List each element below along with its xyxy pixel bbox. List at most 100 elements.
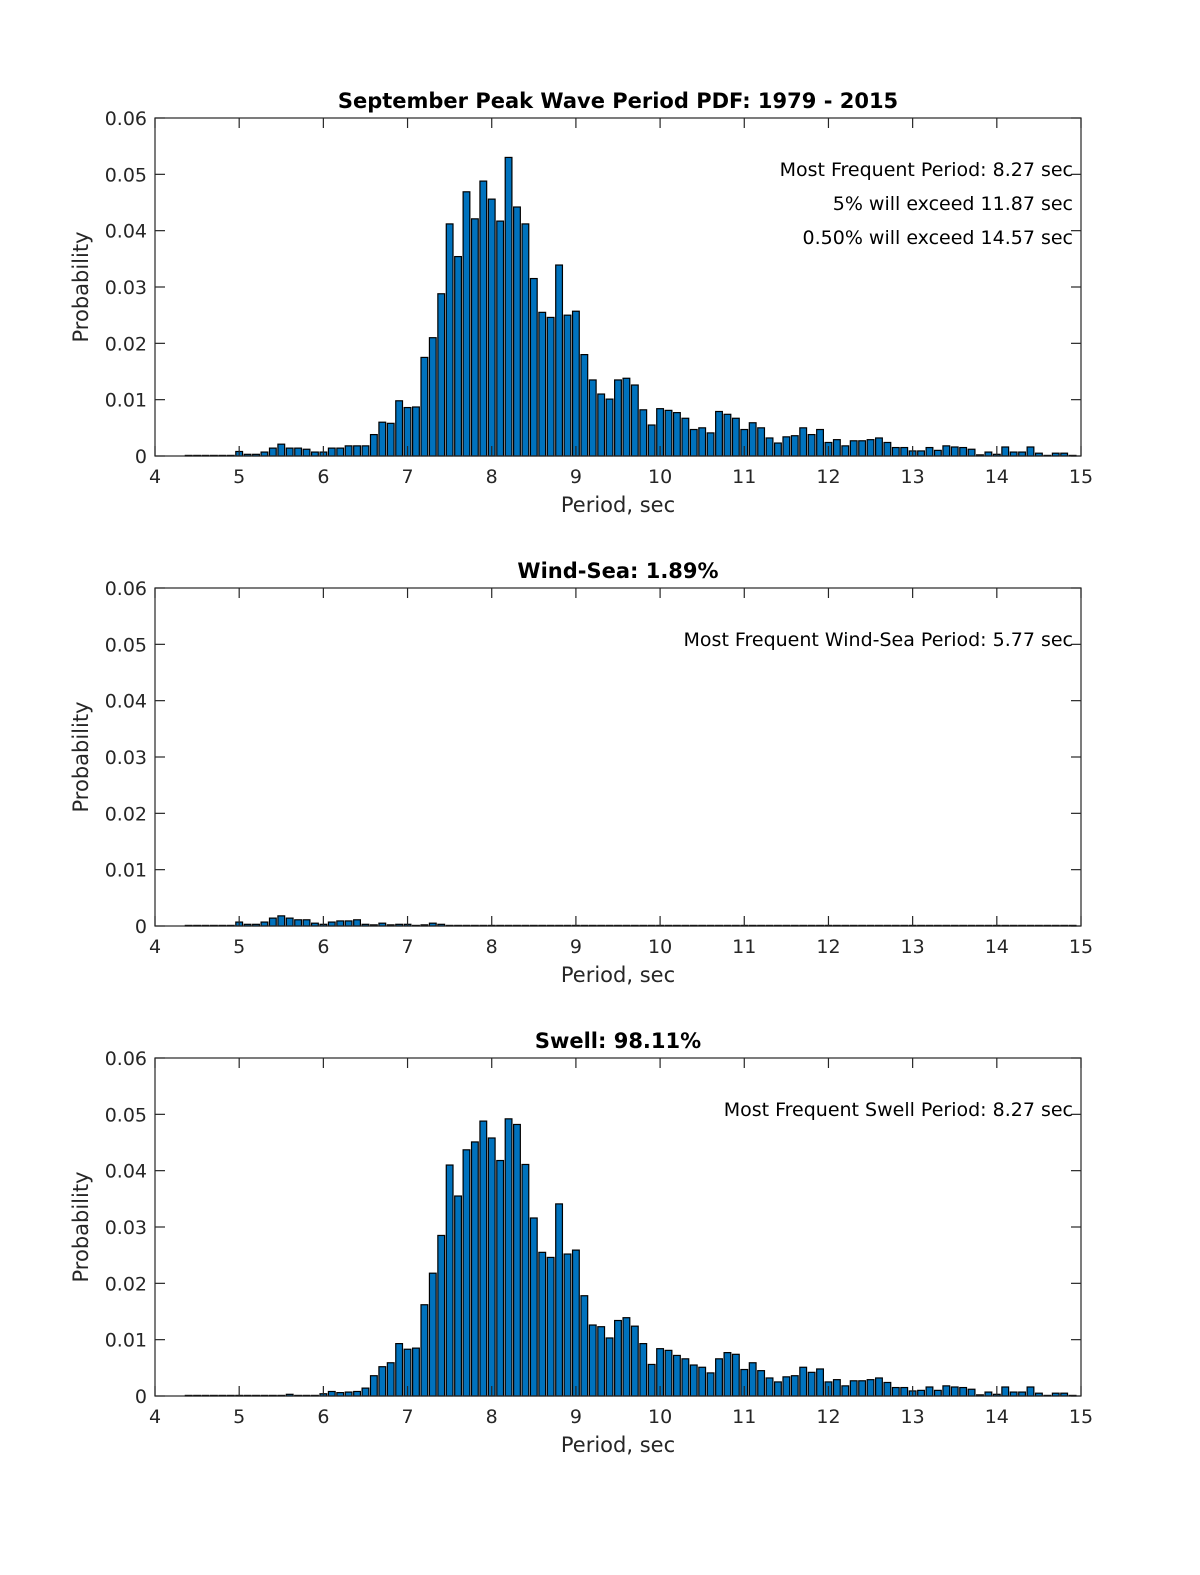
annotation-most-frequent-wind-sea: Most Frequent Wind-Sea Period: 5.77 sec	[684, 629, 1073, 651]
bar	[706, 432, 715, 457]
x-tick-label: 11	[732, 936, 756, 958]
x-tick-label: 5	[233, 466, 245, 488]
bar	[496, 1159, 505, 1397]
bar	[597, 393, 606, 457]
bar	[479, 1120, 488, 1397]
x-tick-label: 9	[570, 936, 582, 958]
x-tick-label: 12	[816, 466, 840, 488]
bar	[748, 1362, 757, 1397]
bar	[664, 1349, 673, 1397]
x-axis-ticks: 4 5 6 7 8 9 10 11 12 13 14 15	[149, 118, 1093, 488]
x-tick-label: 5	[233, 936, 245, 958]
bar	[639, 1343, 648, 1397]
bar	[841, 1385, 850, 1397]
bar	[841, 445, 850, 457]
bar	[428, 1272, 437, 1397]
bar	[504, 156, 513, 457]
bar	[428, 337, 437, 457]
bar	[546, 1256, 555, 1397]
bar	[933, 1389, 942, 1397]
bar	[765, 1377, 774, 1397]
annotation-most-frequent-swell: Most Frequent Swell Period: 8.27 sec	[724, 1099, 1073, 1121]
bar	[344, 920, 353, 927]
x-tick-label: 11	[732, 1406, 756, 1428]
panel-swell: Swell: 98.11% 4 5 6 7 8 9 10 11 12 13 14 15 0 0.01 0.…	[69, 1029, 1093, 1457]
bar	[622, 377, 631, 457]
bar	[605, 398, 614, 457]
bar	[1001, 446, 1010, 457]
bar	[454, 1195, 463, 1397]
bar	[799, 427, 808, 457]
bar	[386, 1362, 395, 1397]
y-tick-label: 0.04	[105, 1161, 147, 1183]
bar	[723, 413, 732, 457]
bar	[487, 1137, 496, 1397]
bar	[571, 310, 580, 457]
bar	[336, 447, 345, 457]
bar	[563, 1253, 572, 1397]
bar	[378, 1366, 387, 1397]
bar	[866, 439, 875, 457]
bar	[588, 1324, 597, 1397]
bar	[925, 1386, 934, 1397]
bar	[883, 1381, 892, 1397]
x-tick-label: 15	[1069, 466, 1093, 488]
bar	[816, 428, 824, 457]
bar	[942, 1385, 951, 1397]
x-tick-label: 6	[317, 466, 329, 488]
bar	[715, 1358, 723, 1397]
bar	[268, 917, 277, 927]
bar	[487, 198, 496, 457]
x-tick-label: 6	[317, 1406, 329, 1428]
bar	[555, 1203, 564, 1397]
y-axis-ticks: 0 0.01 0.02 0.03 0.04 0.05 0.06	[105, 108, 1081, 468]
bar	[285, 917, 294, 927]
bar	[832, 439, 841, 457]
bar	[925, 446, 934, 457]
bar	[529, 277, 538, 457]
bar	[571, 1249, 580, 1397]
bar	[513, 206, 521, 457]
bar	[773, 1381, 782, 1397]
bar	[807, 1371, 816, 1397]
bar	[580, 1295, 589, 1397]
bar	[353, 919, 362, 927]
x-axis-label: Period, sec	[561, 493, 675, 517]
bar	[327, 1390, 336, 1397]
bar	[344, 445, 353, 457]
bar	[622, 1317, 631, 1397]
x-tick-label: 8	[486, 936, 498, 958]
y-tick-label: 0	[135, 446, 147, 468]
bar	[294, 447, 303, 457]
x-tick-label: 14	[985, 466, 1009, 488]
bar	[580, 354, 589, 457]
chart-title: Swell: 98.11%	[535, 1029, 701, 1053]
bar	[807, 433, 816, 457]
bar	[689, 428, 698, 457]
bar	[849, 1380, 858, 1397]
bar	[816, 1368, 824, 1397]
bar	[412, 406, 420, 457]
bar	[369, 1375, 378, 1397]
bar	[361, 1387, 370, 1397]
bar	[773, 442, 782, 457]
bar	[799, 1366, 808, 1397]
y-axis-label: Probability	[69, 1171, 93, 1282]
bar	[268, 447, 277, 457]
bar	[353, 1390, 362, 1397]
y-tick-label: 0	[135, 916, 147, 938]
y-tick-label: 0.02	[105, 803, 147, 825]
bar	[538, 311, 547, 457]
x-tick-label: 5	[233, 1406, 245, 1428]
x-tick-label: 8	[486, 1406, 498, 1428]
y-tick-label: 0.06	[105, 108, 147, 130]
bar	[731, 1353, 740, 1397]
panel-total-pdf: September Peak Wave Period PDF: 1979 - 2…	[69, 89, 1093, 517]
bar	[521, 1163, 530, 1397]
bar	[883, 441, 892, 457]
bar	[933, 449, 942, 457]
y-tick-label: 0.02	[105, 333, 147, 355]
x-tick-label: 7	[401, 936, 413, 958]
bar	[470, 218, 479, 457]
